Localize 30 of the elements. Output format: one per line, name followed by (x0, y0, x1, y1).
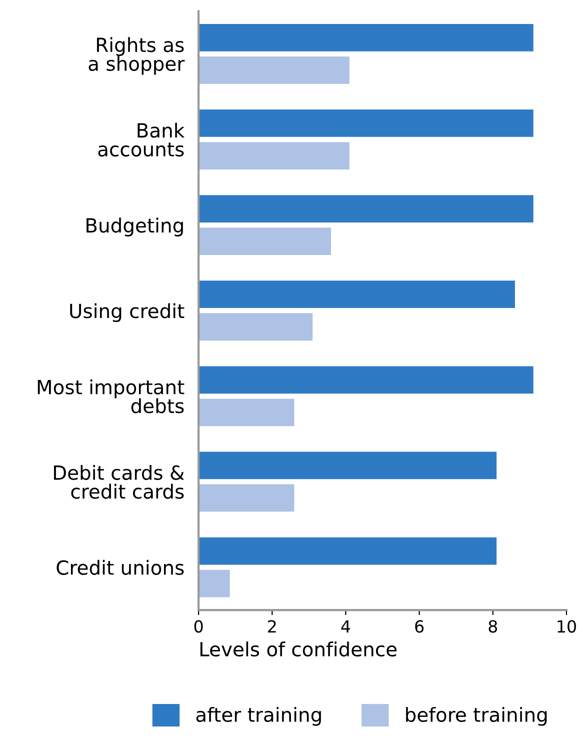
y-tick-label: Rights as a shopper (88, 37, 185, 75)
bar (198, 537, 497, 565)
bar (198, 366, 534, 394)
bar (198, 280, 515, 308)
bar (198, 313, 313, 341)
legend-label: after training (196, 706, 321, 726)
bar (198, 452, 497, 480)
x-tick-label: 10 (558, 620, 576, 633)
y-tick-label: Most important debts (38, 379, 184, 414)
x-tick-label: 0 (194, 620, 203, 633)
bar (198, 570, 230, 598)
y-tick-label: Using credit (70, 303, 184, 322)
legend-label: before training (406, 706, 547, 726)
y-tick-label: Debit cards & credit cards (54, 464, 184, 499)
y-tick-label: Credit unions (56, 560, 184, 575)
x-axis-title: Levels of confidence (200, 641, 397, 657)
x-tick-label: 8 (488, 620, 498, 633)
y-tick-label: Bank accounts (98, 122, 185, 157)
x-tick-label: 6 (415, 620, 424, 633)
bar (198, 110, 534, 137)
bar (198, 484, 294, 512)
x-tick-label: 2 (268, 620, 276, 632)
bar (198, 398, 294, 426)
bar (198, 195, 534, 222)
bar (198, 24, 534, 52)
x-tick-label: 4 (341, 620, 350, 632)
y-tick-label: Budgeting (86, 218, 183, 236)
bar (198, 228, 332, 256)
bar (198, 56, 350, 84)
bar (198, 142, 350, 170)
